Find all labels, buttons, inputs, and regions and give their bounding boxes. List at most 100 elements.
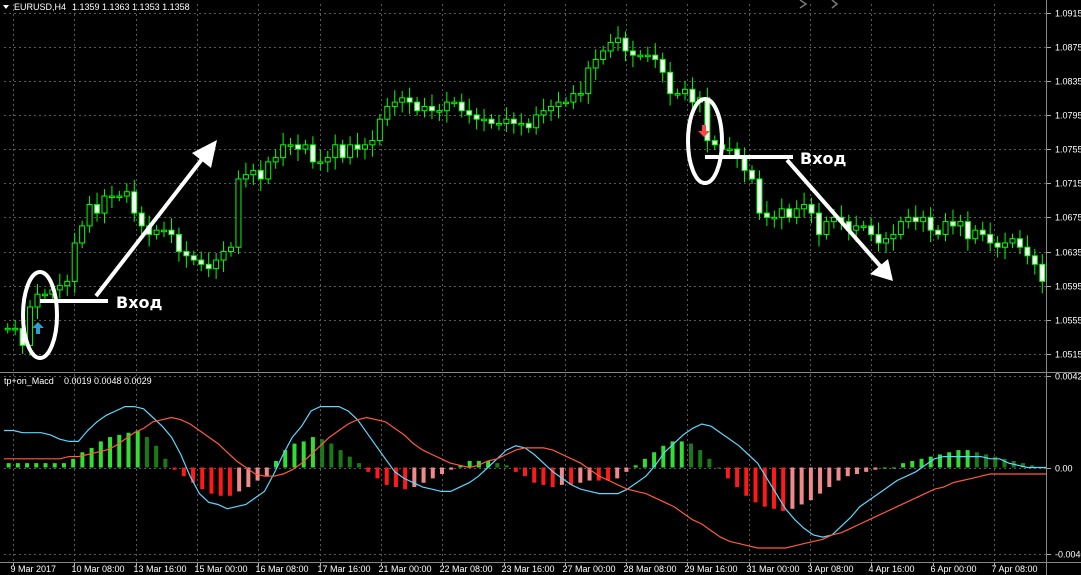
downtrend-arrow-line [785, 158, 884, 270]
candle-body [786, 208, 793, 218]
candle-body [882, 238, 889, 244]
candle-body [823, 221, 830, 235]
macd-histogram-bar [154, 445, 159, 468]
macd-histogram-bar [652, 452, 657, 468]
macd-histogram-bar [891, 467, 896, 469]
macd-histogram-bar [320, 439, 325, 468]
candle-body [897, 221, 904, 235]
time-axis-label: 27 Mar 00:00 [563, 564, 616, 574]
macd-histogram-bar [901, 463, 906, 468]
candle-body [436, 110, 443, 113]
candle-body [972, 229, 979, 240]
candle-body [667, 71, 674, 95]
macd-histogram-bar [550, 467, 555, 488]
trade-panel-chevron-icon[interactable] [799, 0, 839, 9]
macd-histogram-bar [6, 463, 11, 468]
candle-body [56, 285, 63, 291]
candle-body [629, 50, 636, 56]
macd-histogram-bar [762, 467, 767, 507]
candle-body [830, 216, 837, 223]
macd-histogram-bar [541, 467, 546, 485]
macd-axis-label: 0.00 [1055, 464, 1073, 474]
candle-body [1024, 246, 1031, 257]
price-grid [4, 4, 1046, 371]
candle-body [495, 122, 502, 126]
macd-histogram-bar [532, 467, 537, 483]
candle-body [637, 54, 644, 58]
candle-body [682, 88, 689, 95]
macd-histogram-bar [735, 467, 740, 488]
macd-histogram-bar [882, 467, 887, 469]
entry-long-ellipse [21, 270, 59, 360]
macd-histogram-bar [34, 463, 39, 468]
macd-histogram-bar [513, 467, 518, 472]
candlestick-series[interactable] [4, 26, 1046, 356]
macd-panel[interactable]: 0.0042 0.00 -0.0040 [4, 372, 1081, 562]
macd-histogram-bar [919, 458, 924, 468]
macd-histogram-bar [633, 465, 638, 468]
candle-body [607, 41, 614, 52]
candle-body [1016, 238, 1023, 248]
macd-histogram-bar [329, 443, 334, 468]
macd-histogram [6, 430, 1044, 511]
candle-body [138, 212, 145, 227]
price-axis: 1.0915 1.0875 1.0835 1.0795 1.0755 1.0715 1.06… [1046, 0, 1081, 575]
macd-histogram-bar [264, 467, 269, 477]
time-axis-label: 4 Apr 16:00 [869, 564, 915, 574]
candle-body [302, 144, 309, 150]
time-axis-label: 28 Mar 08:00 [624, 564, 677, 574]
macd-histogram-bar [89, 447, 94, 468]
candle-body [64, 280, 71, 287]
macd-histogram-bar [98, 441, 103, 468]
macd-histogram-bar [52, 463, 57, 468]
candle-body [220, 251, 227, 261]
candle-body [421, 105, 428, 112]
candle-body [391, 101, 398, 107]
candle-body [548, 105, 555, 112]
candle-body [280, 144, 287, 159]
macd-histogram-bar [910, 460, 915, 468]
price-axis-label: 1.0715 [1055, 179, 1081, 189]
macd-histogram-bar [984, 454, 989, 468]
candle-body [354, 144, 361, 150]
dropdown-triangle-icon[interactable] [3, 5, 9, 9]
macd-histogram-bar [440, 467, 445, 475]
time-axis-label: 3 Apr 08:00 [808, 564, 854, 574]
candle-body [324, 157, 331, 163]
candle-body [949, 221, 956, 227]
time-axis-label: 7 Apr 08:00 [992, 564, 1038, 574]
macd-histogram-bar [864, 467, 869, 472]
time-axis-label: 15 Mar 00:00 [195, 564, 248, 574]
macd-histogram-bar [495, 463, 500, 468]
candle-body [309, 144, 316, 163]
candle-body [927, 216, 934, 231]
candle-body [726, 148, 733, 152]
macd-histogram-bar [292, 443, 297, 468]
candle-body [652, 54, 659, 60]
candle-body [294, 144, 301, 150]
candle-body [935, 229, 942, 235]
candle-body [815, 212, 822, 235]
indicator-values: 0.0019 0.0048 0.0029 [64, 376, 152, 386]
price-axis-label: 1.0595 [1055, 282, 1081, 292]
candle-body [562, 101, 569, 105]
macd-histogram-bar [209, 467, 214, 494]
macd-histogram-bar [357, 463, 362, 468]
time-axis-label: 29 Mar 16:00 [685, 564, 738, 574]
macd-histogram-bar [688, 443, 693, 468]
macd-histogram-bar [716, 467, 721, 469]
price-panel[interactable]: 1.0915 1.0875 1.0835 1.0795 1.0755 1.0715 1.06… [4, 0, 1081, 575]
price-axis-label: 1.0915 [1055, 9, 1081, 19]
macd-histogram-bar [393, 467, 398, 488]
macd-histogram-bar [873, 467, 878, 470]
candle-body [12, 327, 19, 331]
candle-body [108, 195, 115, 199]
candle-body [399, 97, 406, 103]
candle-body [131, 191, 138, 214]
candle-body [168, 229, 175, 235]
macd-histogram-bar [615, 467, 620, 479]
price-axis-label: 1.0515 [1055, 350, 1081, 360]
macd-histogram-bar [725, 467, 730, 479]
candle-body [592, 58, 599, 69]
